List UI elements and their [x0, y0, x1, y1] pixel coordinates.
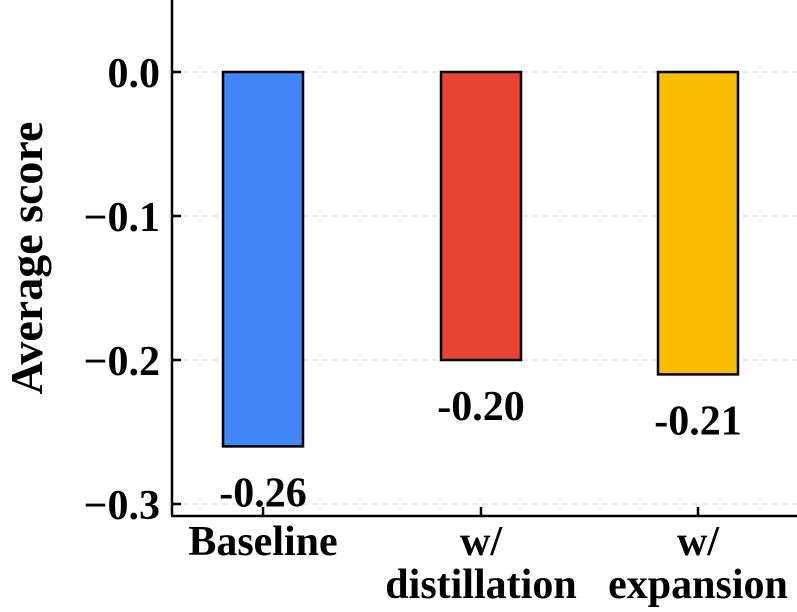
- x-tick-label: expansion: [608, 562, 788, 608]
- y-axis-label: Average score: [1, 122, 52, 395]
- y-tick-label: −0.1: [84, 195, 160, 241]
- y-tick-label: 0.0: [108, 51, 161, 97]
- bar-value-label: -0.20: [437, 384, 525, 430]
- y-ticks: 0.0 −0.1 −0.2 −0.3: [84, 51, 181, 529]
- value-labels: -0.26 -0.20 -0.21: [219, 384, 742, 516]
- bar: [656, 70, 740, 376]
- bar: [221, 70, 305, 448]
- x-tick-label: w/: [460, 519, 503, 565]
- y-tick-label: −0.2: [84, 339, 160, 385]
- bar: [439, 70, 523, 362]
- axes: [170, 0, 797, 518]
- bars: [221, 70, 740, 448]
- bar-value-label: -0.26: [219, 470, 307, 516]
- bar-value-label: -0.21: [654, 398, 742, 444]
- x-tick-label: w/: [677, 519, 720, 565]
- x-tick-label: distillation: [385, 562, 576, 608]
- y-tick-label: −0.3: [84, 483, 160, 529]
- x-tick-label: Baseline: [188, 519, 337, 565]
